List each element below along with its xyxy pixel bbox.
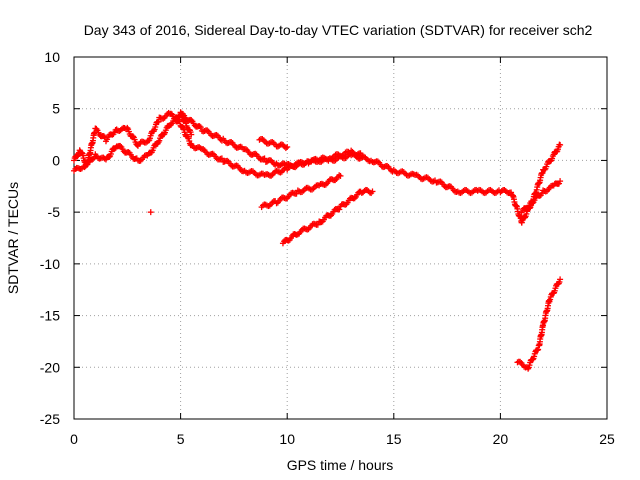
y-tick-label: 5 [52, 101, 60, 117]
data-point [242, 146, 249, 153]
data-point [200, 146, 207, 153]
data-point [100, 133, 107, 140]
data-points [71, 109, 564, 372]
data-point [228, 139, 235, 146]
x-tick-label: 25 [599, 431, 615, 447]
data-point [130, 133, 137, 140]
data-point [337, 172, 344, 179]
data-point [557, 141, 564, 148]
data-point [522, 214, 529, 221]
data-point [188, 131, 195, 138]
data-point [336, 206, 343, 213]
data-point [517, 358, 524, 365]
x-tick-label: 20 [493, 431, 509, 447]
data-point [557, 178, 564, 185]
data-point [284, 143, 291, 150]
data-point [188, 117, 195, 124]
ticks: 0 5 10 15 20 25 10 5 0 -5 -10 -15 -20 -25 [40, 49, 615, 447]
data-point [155, 118, 162, 125]
data-point [388, 167, 395, 174]
data-point [218, 155, 225, 162]
data-point [147, 209, 154, 216]
data-point [216, 156, 223, 163]
y-axis-label: SDTVAR / TECUs [5, 182, 21, 294]
data-point [374, 158, 381, 165]
data-point [332, 177, 339, 184]
data-point [534, 347, 541, 354]
data-point [437, 178, 444, 185]
data-point [74, 153, 81, 160]
data-point [261, 155, 268, 162]
y-tick-label: 10 [44, 49, 60, 65]
y-tick-label: -25 [40, 411, 60, 427]
x-tick-label: 15 [386, 431, 402, 447]
data-point [282, 145, 289, 152]
data-point [525, 365, 532, 372]
x-tick-label: 0 [70, 431, 78, 447]
data-point [217, 136, 224, 143]
data-point [196, 123, 203, 130]
data-point [197, 124, 204, 131]
data-point [358, 152, 365, 159]
data-point [535, 346, 542, 353]
data-point [348, 147, 355, 154]
y-tick-label: -15 [40, 308, 60, 324]
data-point [268, 172, 275, 179]
data-point [176, 118, 183, 125]
data-point [204, 127, 211, 134]
data-point [117, 142, 124, 149]
x-axis-label: GPS time / hours [287, 457, 394, 473]
x-tick-label: 5 [177, 431, 185, 447]
y-tick-label: -5 [48, 204, 61, 220]
data-point [213, 131, 220, 138]
data-point [541, 166, 548, 173]
data-point [81, 164, 88, 171]
data-point [369, 188, 376, 195]
data-point [336, 172, 343, 179]
data-point [529, 200, 536, 207]
y-tick-label: -10 [40, 256, 60, 272]
data-point [256, 155, 263, 162]
data-point [354, 151, 361, 158]
y-tick-label: 0 [52, 152, 60, 168]
y-tick-label: -20 [40, 359, 60, 375]
x-tick-label: 10 [279, 431, 295, 447]
data-point [197, 145, 204, 152]
data-point [224, 157, 231, 164]
data-point [160, 115, 167, 122]
data-point [557, 276, 564, 283]
data-point [384, 162, 391, 169]
data-point [529, 356, 536, 363]
chart-title: Day 343 of 2016, Sidereal Day-to-day VTE… [84, 22, 593, 38]
plot-frame [73, 56, 608, 420]
